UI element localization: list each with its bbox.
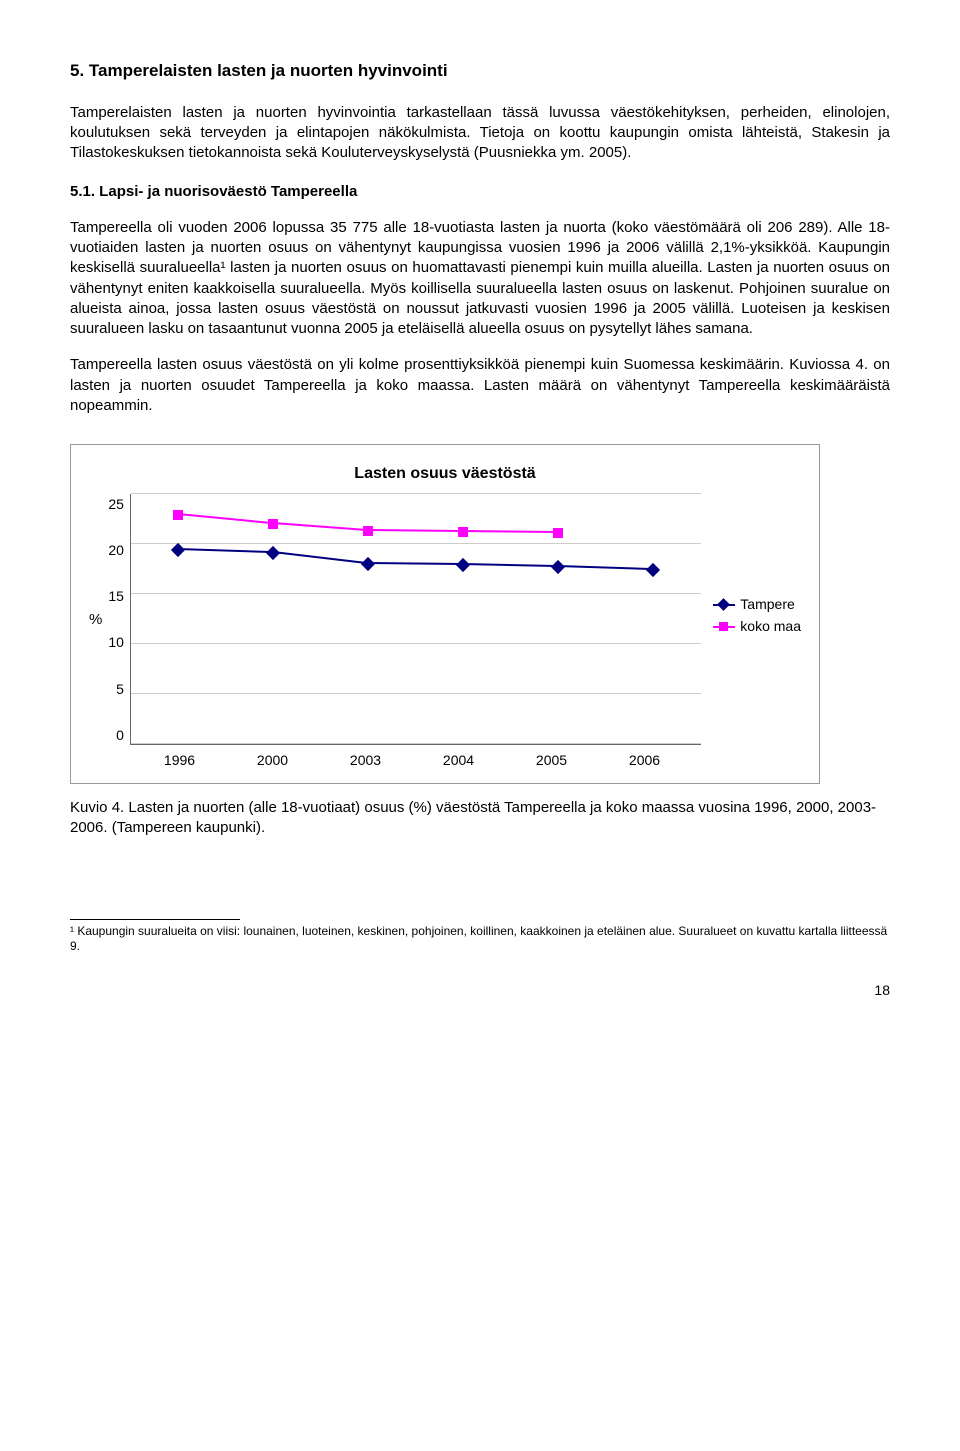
paragraph-2: Tampereella oli vuoden 2006 lopussa 35 7… (70, 218, 890, 340)
legend-label: Tampere (740, 595, 794, 614)
gridline (131, 543, 701, 544)
legend-item: Tampere (713, 595, 801, 614)
chart-marker (458, 527, 468, 537)
chart-line-segment (368, 529, 461, 532)
legend-label: koko maa (740, 617, 801, 636)
y-tick: 15 (108, 587, 124, 606)
paragraph-3: Tampereella lasten osuus väestöstä on yl… (70, 355, 890, 416)
gridline (131, 743, 701, 744)
chart-container: Lasten osuus väestöstä % 25 20 15 10 5 0 1996… (70, 444, 820, 784)
legend-swatch (713, 604, 735, 606)
footnote-separator (70, 919, 240, 920)
x-axis-ticks: 199620002003200420052006 (133, 745, 691, 770)
section-heading: 5. Tamperelaisten lasten ja nuorten hyvi… (70, 60, 890, 83)
x-tick: 2003 (319, 751, 412, 770)
chart-line-segment (558, 565, 651, 570)
legend-item: koko maa (713, 617, 801, 636)
plot-area (130, 494, 701, 745)
page-number: 18 (70, 981, 890, 1000)
chart-marker (363, 526, 373, 536)
paragraph-intro: Tamperelaisten lasten ja nuorten hyvinvo… (70, 103, 890, 164)
chart-plot-row: % 25 20 15 10 5 0 (89, 495, 801, 745)
chart-marker (268, 519, 278, 529)
y-axis: % 25 20 15 10 5 0 (89, 495, 130, 745)
gridline (131, 693, 701, 694)
chart-line-segment (178, 548, 271, 553)
y-axis-label: % (89, 610, 102, 630)
chart-marker (361, 557, 375, 571)
x-tick: 2000 (226, 751, 319, 770)
y-axis-ticks: 25 20 15 10 5 0 (108, 495, 124, 745)
subsection-heading: 5.1. Lapsi- ja nuorisoväestö Tampereella (70, 182, 890, 202)
chart-marker (171, 543, 185, 557)
chart-marker (266, 546, 280, 560)
x-tick: 2005 (505, 751, 598, 770)
gridline (131, 593, 701, 594)
chart-line-segment (273, 551, 367, 564)
chart-line-segment (463, 530, 556, 533)
y-tick: 25 (108, 495, 124, 514)
chart-line-segment (368, 562, 461, 565)
legend-swatch (713, 626, 735, 628)
chart-marker (553, 528, 563, 538)
y-tick: 20 (108, 541, 124, 560)
footnote-text: ¹ Kaupungin suuralueita on viisi: lounai… (70, 924, 890, 955)
chart-marker (551, 560, 565, 574)
figure-caption: Kuvio 4. Lasten ja nuorten (alle 18-vuot… (70, 798, 890, 839)
chart-line-segment (463, 563, 556, 567)
chart-line-segment (273, 522, 366, 531)
x-tick: 1996 (133, 751, 226, 770)
x-tick: 2006 (598, 751, 691, 770)
y-tick: 10 (108, 633, 124, 652)
chart-marker (456, 558, 470, 572)
chart-marker (173, 510, 183, 520)
chart-marker (646, 563, 660, 577)
y-tick: 5 (108, 680, 124, 699)
gridline (131, 493, 701, 494)
chart-title: Lasten osuus väestöstä (89, 463, 801, 485)
y-tick: 0 (108, 726, 124, 745)
chart-legend: Tampere koko maa (713, 595, 801, 639)
chart-line-segment (178, 513, 272, 524)
gridline (131, 643, 701, 644)
x-tick: 2004 (412, 751, 505, 770)
